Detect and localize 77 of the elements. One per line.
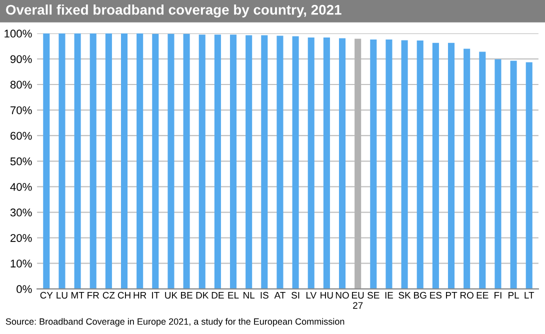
- bar: [183, 34, 190, 289]
- x-tick-label: CY: [40, 292, 53, 299]
- bar: [432, 42, 439, 289]
- y-tick-label: 60%: [10, 132, 32, 140]
- bar: [74, 33, 81, 289]
- x-tick-label: CZ: [102, 292, 115, 299]
- bar: [308, 37, 314, 289]
- bar: [120, 33, 128, 289]
- bar: [292, 36, 299, 289]
- bar: [510, 60, 517, 289]
- bar: [276, 36, 284, 289]
- bar: [152, 34, 159, 289]
- x-tick-label: UK: [165, 292, 178, 299]
- bar: [416, 40, 424, 289]
- bar: [338, 38, 346, 289]
- y-tick-label: 90%: [10, 55, 32, 64]
- bar: [58, 33, 66, 289]
- bar: [494, 59, 502, 289]
- bar: [526, 62, 532, 289]
- x-tick-label: BG: [414, 292, 426, 299]
- x-tick-label: IT: [152, 292, 160, 299]
- bar: [464, 48, 470, 289]
- y-tick-label: 10%: [10, 260, 32, 268]
- bar: [401, 40, 408, 289]
- bar: [214, 34, 221, 289]
- bar: [198, 34, 206, 289]
- x-tick-label: HU: [320, 292, 333, 299]
- bar: [90, 33, 96, 289]
- bar: [230, 34, 237, 289]
- y-tick-label: 0%: [16, 285, 32, 294]
- bar: [448, 42, 455, 289]
- x-tick-label: SI: [292, 292, 300, 299]
- bar: [43, 33, 50, 289]
- bar: [261, 35, 268, 289]
- x-tick-label: LT: [524, 292, 534, 299]
- x-tick-label: PL: [508, 292, 520, 299]
- x-tick-label: FI: [494, 292, 502, 299]
- x-tick-label: NO: [336, 292, 349, 299]
- y-tick-label: 20%: [10, 234, 32, 242]
- x-tick-label: EL: [228, 292, 239, 299]
- x-tick-label: DE: [212, 292, 224, 299]
- x-tick-label: FR: [88, 292, 99, 299]
- x-tick-label: SK: [398, 292, 411, 299]
- y-tick-label: 30%: [10, 208, 32, 216]
- x-tick-label: LV: [306, 292, 317, 299]
- bar: [479, 52, 486, 289]
- y-tick-label: 100%: [4, 30, 32, 38]
- y-tick-label: 40%: [10, 182, 32, 191]
- y-tick-label: 50%: [10, 157, 32, 166]
- x-tick-label: EE: [476, 292, 488, 299]
- x-tick-label: AT: [274, 292, 286, 299]
- x-tick-label: IE: [385, 292, 394, 299]
- bar: [386, 40, 392, 289]
- bar: [246, 35, 252, 289]
- x-tick-label: SE: [368, 292, 380, 299]
- source-note: Source: Broadband Coverage in Europe 2021, a study for the European Commission: [6, 318, 344, 327]
- x-tick-label: LU: [56, 292, 68, 299]
- y-tick-label: 70%: [10, 106, 32, 114]
- x-tick-label: DK: [196, 292, 209, 299]
- y-tick-label: 80%: [10, 80, 32, 89]
- x-tick-label: EU 27: [352, 292, 364, 309]
- bar: [354, 38, 362, 289]
- x-tick-label: IS: [260, 292, 268, 299]
- x-tick-label: HR: [134, 292, 146, 299]
- bar: [168, 34, 174, 289]
- x-tick-label: CH: [118, 292, 130, 299]
- x-tick-label: RO: [460, 292, 474, 299]
- x-tick-label: NL: [244, 292, 255, 299]
- bar: [323, 37, 330, 289]
- x-tick-label: BE: [181, 292, 192, 299]
- x-tick-label: PT: [446, 292, 458, 299]
- bar: [136, 33, 144, 289]
- bar: [105, 33, 112, 289]
- chart-title: Overall fixed broadband coverage by country, 2021: [6, 4, 342, 18]
- x-tick-label: ES: [430, 292, 442, 299]
- x-tick-label: MT: [72, 292, 84, 299]
- bar: [370, 40, 377, 289]
